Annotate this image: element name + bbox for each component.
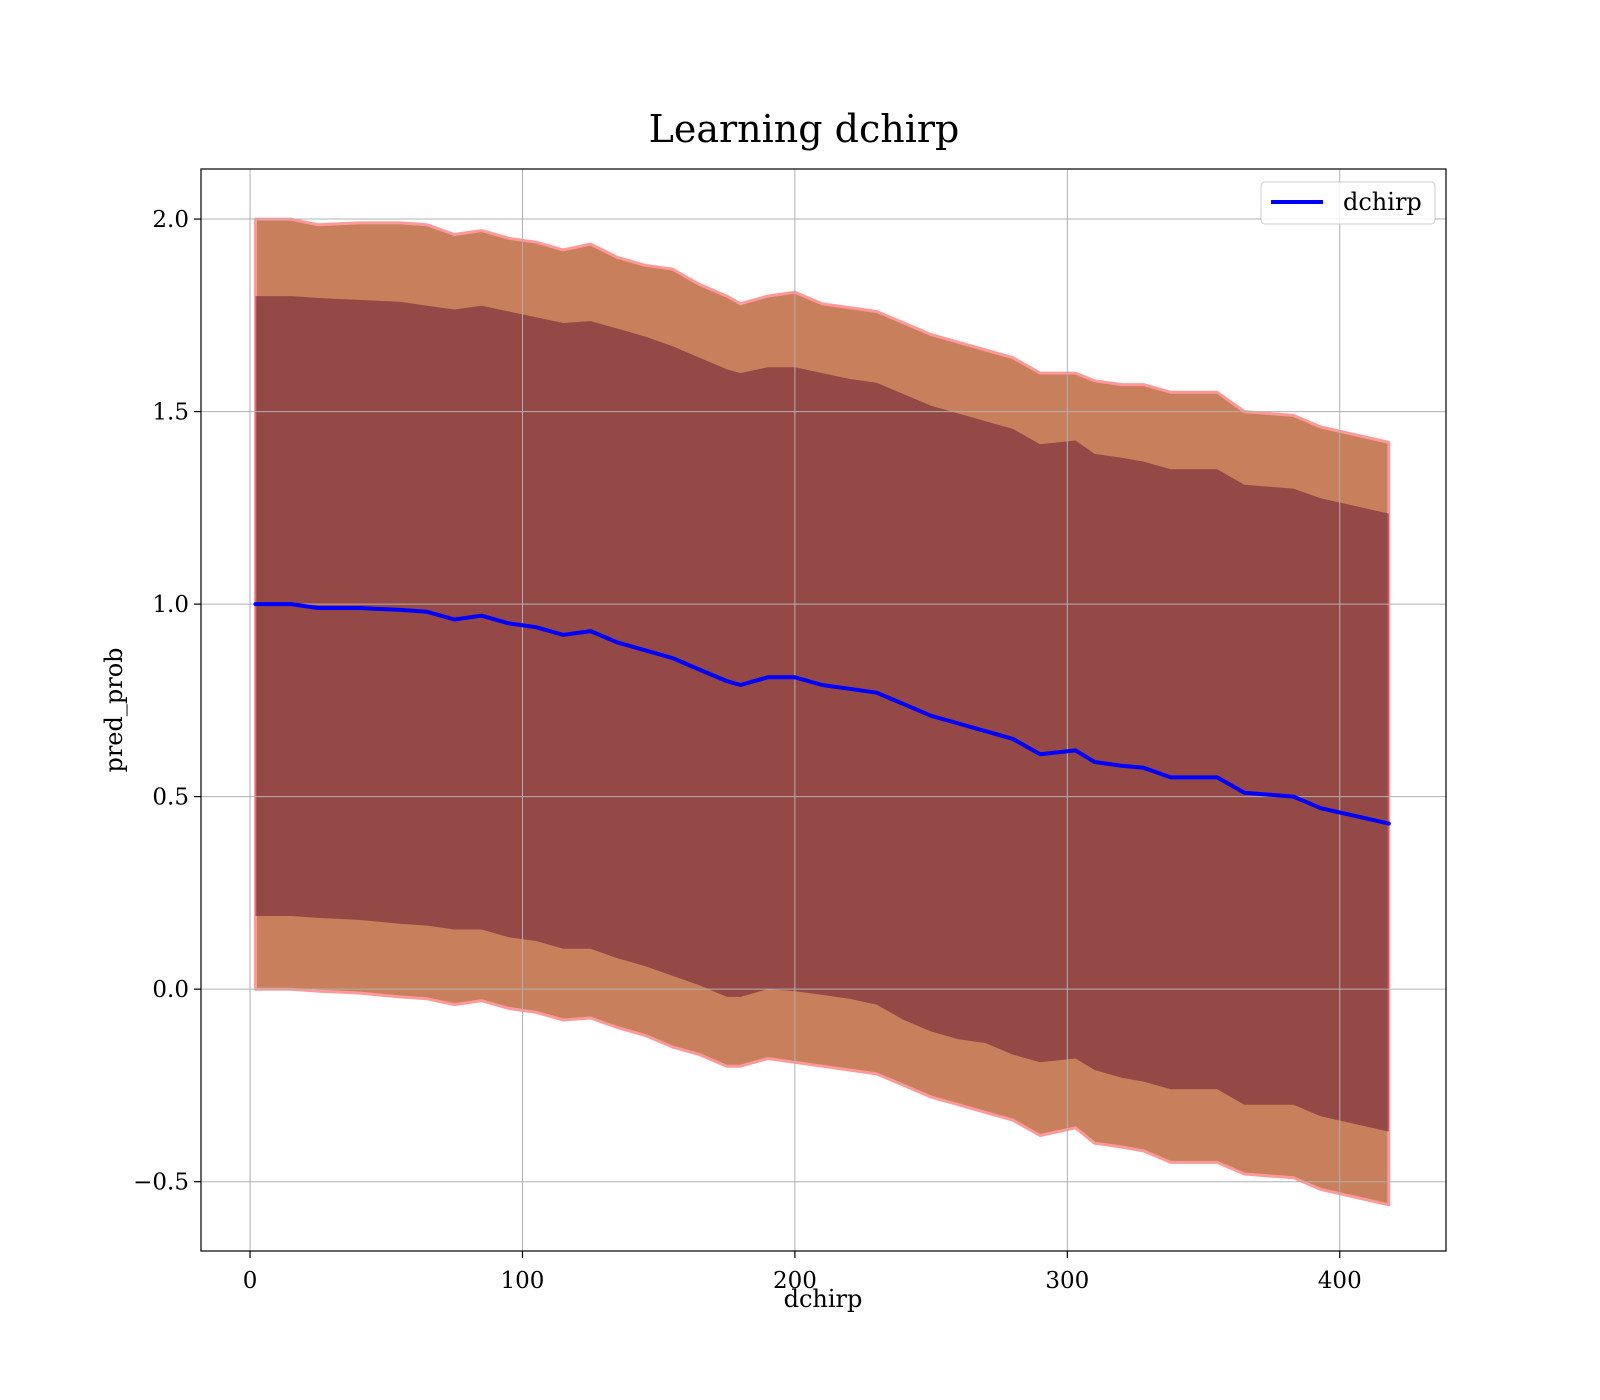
x-axis-ticks: 0 100 200 300 400 [243,1251,1362,1294]
y-axis-label: pred_prob [100,647,128,772]
confidence-bands [254,217,1391,1207]
legend-label: dchirp [1343,188,1422,216]
y-axis-ticks: −0.5 0.0 0.5 1.0 1.5 2.0 [133,207,201,1196]
plot-frame [200,168,1447,1252]
y-tick-label: 0.5 [152,785,189,811]
x-axis-label: dchirp [784,1285,863,1313]
x-tick-label: 300 [1045,1268,1089,1294]
mean-line [253,602,1391,826]
x-tick-label: 200 [773,1268,817,1294]
y-tick-label: −0.5 [133,1170,189,1196]
chart-title: Learning dchirp [649,107,960,151]
x-tick-label: 100 [501,1268,545,1294]
legend: dchirp [1260,181,1436,225]
y-tick-label: 0.0 [152,977,189,1003]
inner-band-area [255,296,1389,1132]
x-tick-label: 400 [1318,1268,1362,1294]
y-tick-label: 2.0 [152,207,189,233]
y-tick-label: 1.0 [152,592,189,618]
series-lines [253,602,1391,826]
y-tick-label: 1.5 [152,400,189,426]
legend-box [1260,181,1436,225]
x-tick-label: 0 [243,1268,258,1294]
plot-area [200,168,1447,1252]
grid-lines [201,169,1446,1251]
